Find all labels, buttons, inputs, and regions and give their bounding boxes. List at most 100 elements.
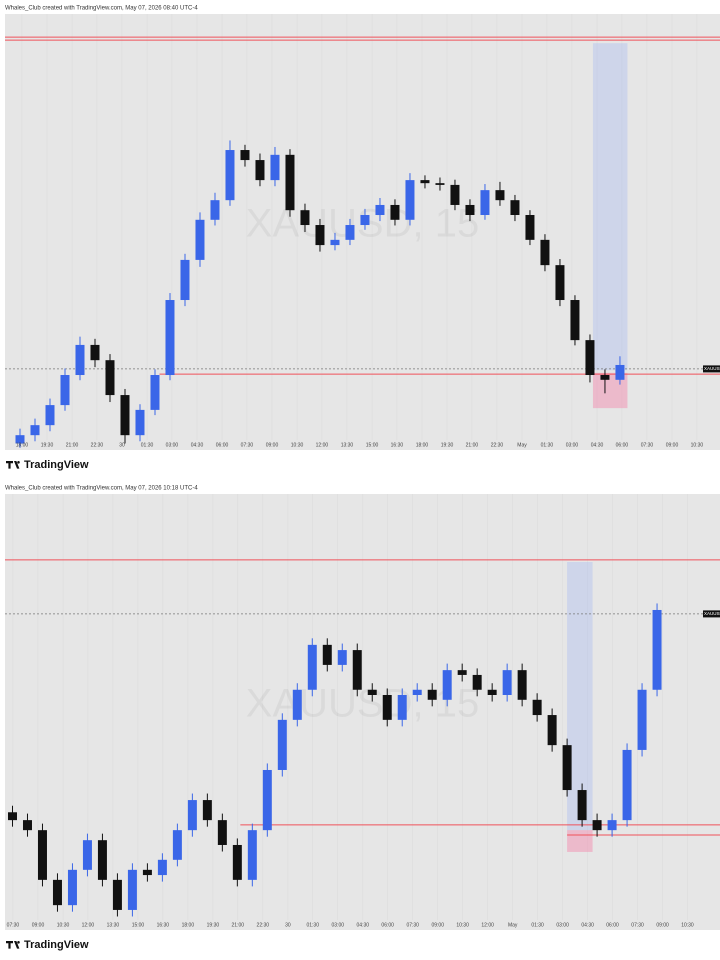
x-tick-label: 19:30 <box>441 442 454 448</box>
x-tick-label: 13:30 <box>107 922 120 928</box>
candle-body <box>435 183 445 185</box>
price-tag: XAUUSD <box>704 611 720 616</box>
x-tick-label: 30 <box>285 922 291 928</box>
candle-body <box>240 150 250 161</box>
x-tick-label: 01:30 <box>306 922 319 928</box>
x-tick-label: 21:00 <box>66 442 79 448</box>
candle-body <box>60 375 70 406</box>
x-tick-label: 07:30 <box>7 922 20 928</box>
candle-body <box>510 200 520 215</box>
x-tick-label: 22:30 <box>91 442 104 448</box>
candle-body <box>277 719 287 770</box>
x-tick-label: 06:00 <box>606 922 619 928</box>
candle-body <box>232 844 242 880</box>
brand-logo <box>6 461 20 469</box>
candle-body <box>270 154 280 181</box>
price-tag-box <box>703 610 720 618</box>
x-tick-label: 09:00 <box>666 442 679 448</box>
candle-body <box>150 375 160 410</box>
candle-body <box>607 820 617 831</box>
candle-body <box>360 214 370 226</box>
candle-body <box>405 180 415 220</box>
candle-body <box>255 160 265 181</box>
candle-body <box>82 840 92 870</box>
candle-body <box>225 150 235 201</box>
x-tick-label: 09:00 <box>32 922 45 928</box>
x-tick-label: 12:00 <box>82 922 95 928</box>
candle-body <box>285 154 295 211</box>
candle-body <box>592 820 602 831</box>
candle-body <box>135 409 145 436</box>
candle-body <box>105 360 115 396</box>
x-tick-label: 21:00 <box>232 922 245 928</box>
x-tick-label: 18:00 <box>416 442 429 448</box>
x-tick-label: 10:30 <box>456 922 469 928</box>
x-tick-label: 19:30 <box>207 922 220 928</box>
candle-body <box>157 859 167 876</box>
candle-body <box>75 344 85 376</box>
candle-body <box>30 425 40 436</box>
x-tick-label: 15:00 <box>132 922 145 928</box>
candle-body <box>495 190 505 201</box>
candle-body <box>585 340 595 376</box>
candle-body <box>172 830 182 860</box>
candle-body <box>540 239 550 266</box>
x-tick-label: 30 <box>119 442 125 448</box>
candle-body <box>337 650 347 665</box>
candle-body <box>367 689 377 695</box>
chart-header: Whales_Club created with TradingView.com… <box>5 6 198 12</box>
x-tick-label: 07:30 <box>406 922 419 928</box>
x-tick-label: 01:30 <box>541 442 554 448</box>
x-tick-label: 12:00 <box>316 442 329 448</box>
x-tick-label: 16:30 <box>157 922 170 928</box>
candle-body <box>382 694 392 720</box>
x-tick-label: 03:00 <box>166 442 179 448</box>
x-tick-label: 03:00 <box>332 922 345 928</box>
brand-name: TradingView <box>24 939 89 951</box>
candle-body <box>307 644 317 690</box>
candle-body <box>247 830 257 880</box>
candle-body <box>555 265 565 301</box>
zone-box <box>567 830 593 852</box>
candle-body <box>457 670 467 675</box>
chart-panel: Whales_Club created with TradingView.com… <box>5 6 720 471</box>
candle-body <box>292 689 302 720</box>
candle-body <box>465 204 475 215</box>
x-tick-label: 10:30 <box>681 922 694 928</box>
candle-body <box>420 180 430 184</box>
candle-body <box>195 219 205 260</box>
x-tick-label: 04:30 <box>191 442 204 448</box>
candle-body <box>187 800 197 831</box>
candle-body <box>97 840 107 880</box>
candle-body <box>37 830 47 880</box>
x-tick-label: 18:00 <box>16 442 29 448</box>
candle-body <box>22 820 32 831</box>
x-tick-label: 13:30 <box>341 442 354 448</box>
candle-body <box>120 395 130 436</box>
x-tick-label: May <box>508 922 518 928</box>
x-tick-label: 07:30 <box>241 442 254 448</box>
candle-body <box>7 812 17 821</box>
candle-body <box>652 609 662 690</box>
candle-body <box>375 204 385 215</box>
candle-body <box>352 650 362 690</box>
candle-body <box>322 644 332 665</box>
candle-body <box>600 375 610 380</box>
candle-body <box>345 225 355 240</box>
x-tick-label: 09:00 <box>431 922 444 928</box>
candle-body <box>112 879 122 910</box>
candle-body <box>480 190 490 215</box>
candle-body <box>45 405 55 426</box>
candle-body <box>300 210 310 226</box>
chart-header: Whales_Club created with TradingView.com… <box>5 486 198 492</box>
candle-body <box>412 689 422 695</box>
candle-body <box>547 715 557 746</box>
x-tick-label: 01:30 <box>141 442 154 448</box>
candle-body <box>390 204 400 220</box>
candle-body <box>262 769 272 831</box>
x-tick-label: May <box>517 442 527 448</box>
watermark: XAUUSD, 15 <box>246 682 479 726</box>
candle-body <box>472 674 482 690</box>
x-tick-label: 04:30 <box>581 922 594 928</box>
